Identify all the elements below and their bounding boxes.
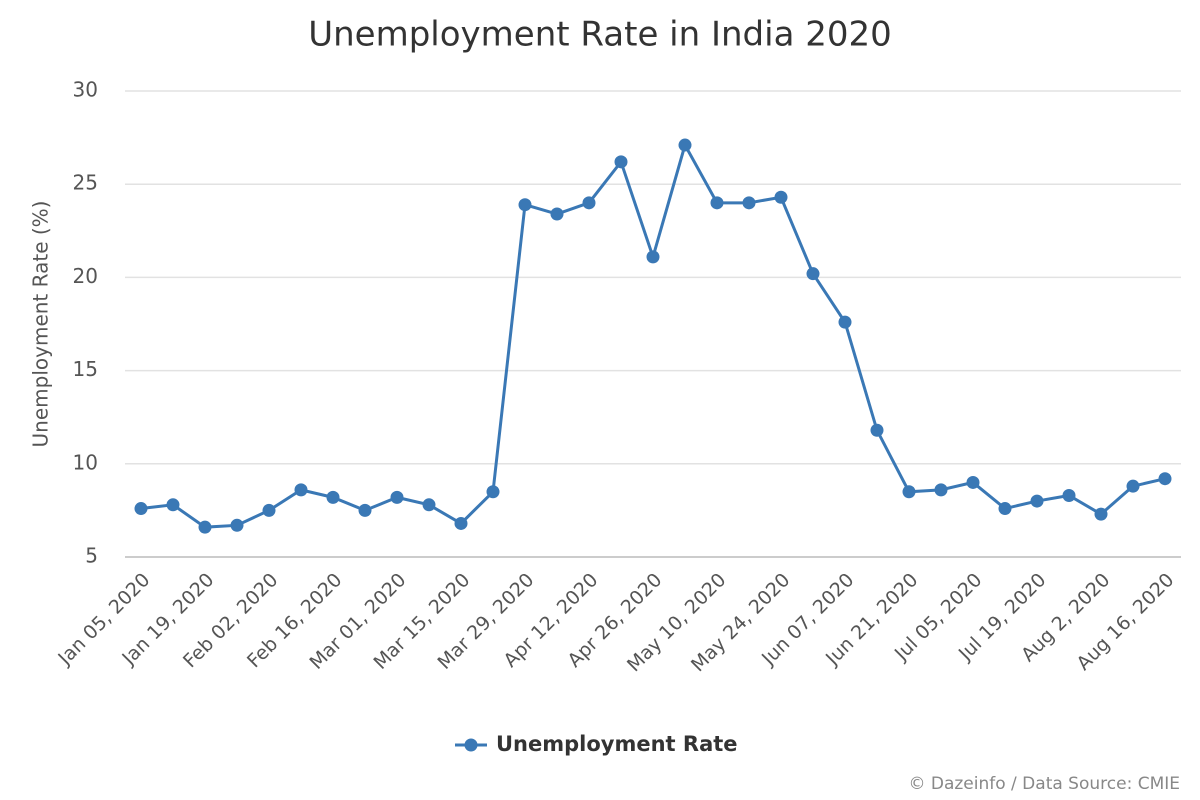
- point: [934, 483, 948, 497]
- point: [1126, 479, 1140, 493]
- y-tick-label: 25: [73, 171, 98, 195]
- point: [678, 138, 692, 152]
- chart-title: Unemployment Rate in India 2020: [308, 15, 892, 55]
- y-tick-label: 20: [73, 264, 98, 288]
- point: [358, 503, 372, 517]
- point: [902, 485, 916, 499]
- point: [230, 518, 244, 532]
- point: [550, 207, 564, 221]
- legend-marker: [464, 738, 478, 752]
- point: [1158, 472, 1172, 486]
- y-tick-label: 30: [73, 78, 98, 102]
- point: [966, 475, 980, 489]
- point: [1030, 494, 1044, 508]
- y-tick-label: 10: [73, 450, 98, 474]
- point: [166, 498, 180, 512]
- y-tick-label: 5: [85, 544, 98, 568]
- point: [582, 196, 596, 210]
- point: [614, 155, 628, 169]
- y-tick-label: 15: [73, 357, 98, 381]
- point: [870, 423, 884, 437]
- y-axis-label: Unemployment Rate (%): [29, 201, 53, 448]
- point: [326, 490, 340, 504]
- point: [518, 198, 532, 212]
- point: [710, 196, 724, 210]
- legend-label: Unemployment Rate: [496, 732, 738, 756]
- point: [422, 498, 436, 512]
- line: [140, 141, 1166, 529]
- point: [742, 196, 756, 210]
- point: [390, 490, 404, 504]
- point: [838, 315, 852, 329]
- point: [1094, 507, 1108, 521]
- point: [262, 503, 276, 517]
- credit: © Dazeinfo / Data Source: CMIE: [908, 774, 1180, 794]
- point: [486, 485, 500, 499]
- point: [454, 516, 468, 530]
- point: [646, 250, 660, 264]
- point: [294, 483, 308, 497]
- point: [134, 502, 148, 516]
- point: [774, 190, 788, 204]
- point: [1062, 488, 1076, 502]
- point: [198, 520, 212, 534]
- point: [998, 502, 1012, 516]
- point: [806, 267, 820, 281]
